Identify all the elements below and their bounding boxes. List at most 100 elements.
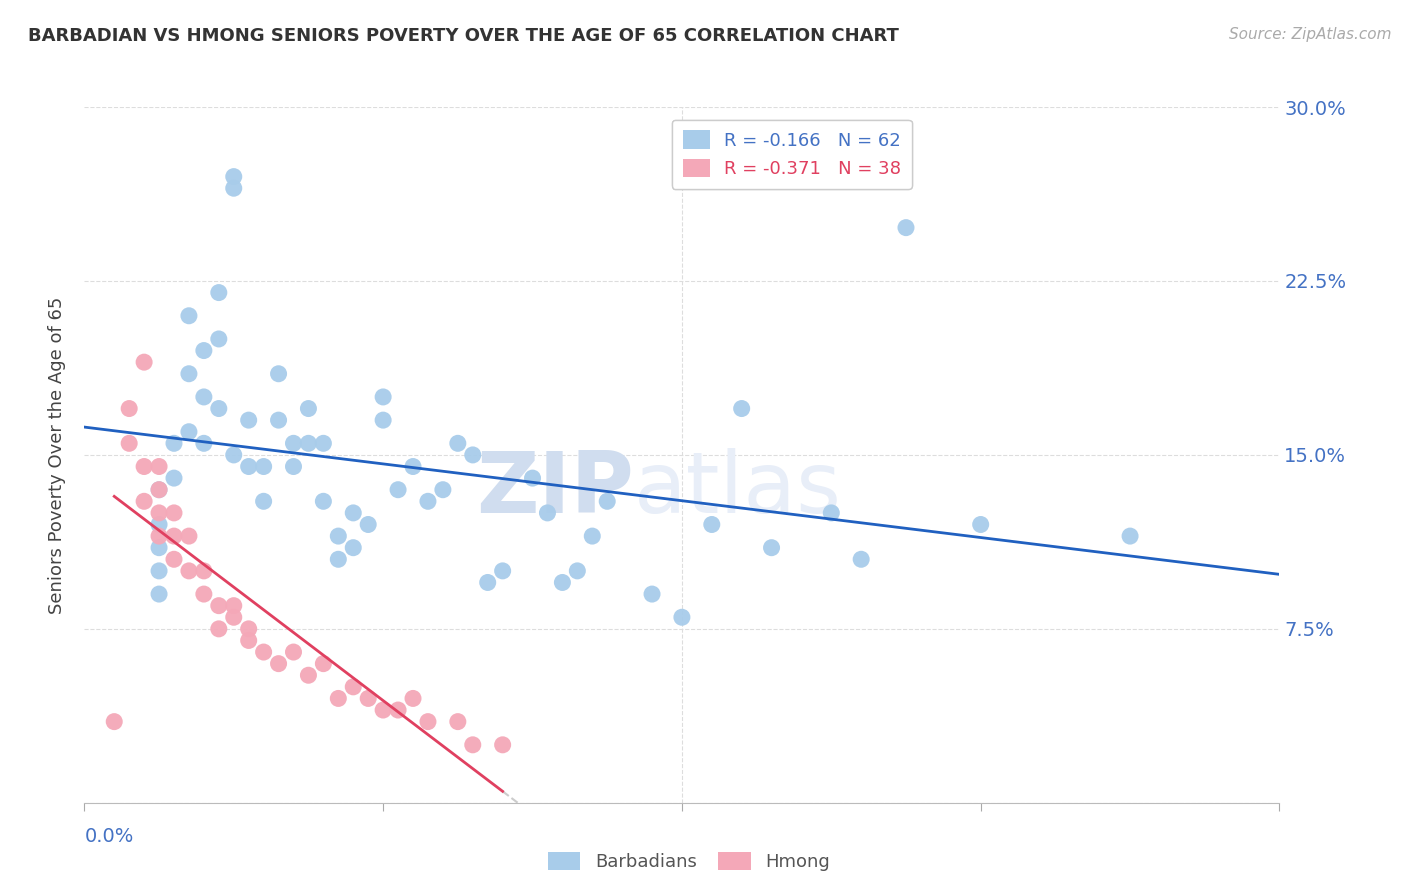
- Point: [208, 285, 231, 300]
- Point: [461, 738, 484, 752]
- Point: [596, 494, 619, 508]
- Point: [492, 738, 515, 752]
- Point: [253, 459, 276, 474]
- Point: [761, 541, 783, 555]
- Point: [118, 436, 141, 450]
- Point: [371, 413, 394, 427]
- Point: [253, 494, 276, 508]
- Point: [148, 483, 170, 497]
- Point: [148, 587, 170, 601]
- Point: [283, 645, 305, 659]
- Point: [132, 355, 156, 369]
- Legend: Barbadians, Hmong: Barbadians, Hmong: [541, 845, 837, 879]
- Point: [148, 506, 170, 520]
- Point: [177, 309, 200, 323]
- Point: [820, 506, 842, 520]
- Point: [193, 343, 215, 358]
- Point: [357, 691, 380, 706]
- Point: [283, 436, 305, 450]
- Text: Source: ZipAtlas.com: Source: ZipAtlas.com: [1229, 27, 1392, 42]
- Point: [177, 564, 200, 578]
- Text: 0.0%: 0.0%: [84, 827, 134, 847]
- Point: [132, 459, 156, 474]
- Point: [163, 552, 186, 566]
- Point: [387, 483, 409, 497]
- Point: [342, 541, 364, 555]
- Point: [969, 517, 991, 532]
- Point: [297, 436, 319, 450]
- Point: [193, 436, 215, 450]
- Point: [253, 645, 276, 659]
- Point: [328, 552, 350, 566]
- Point: [238, 459, 260, 474]
- Point: [283, 459, 305, 474]
- Point: [461, 448, 484, 462]
- Point: [581, 529, 603, 543]
- Point: [177, 367, 200, 381]
- Text: ZIP: ZIP: [477, 448, 634, 532]
- Point: [447, 714, 470, 729]
- Point: [163, 436, 186, 450]
- Point: [148, 541, 170, 555]
- Point: [208, 401, 231, 416]
- Point: [148, 517, 170, 532]
- Point: [551, 575, 574, 590]
- Point: [700, 517, 723, 532]
- Point: [222, 610, 245, 624]
- Point: [371, 703, 394, 717]
- Point: [148, 529, 170, 543]
- Point: [222, 599, 245, 613]
- Point: [371, 390, 394, 404]
- Point: [342, 680, 364, 694]
- Point: [328, 691, 350, 706]
- Point: [222, 169, 245, 184]
- Point: [208, 622, 231, 636]
- Point: [402, 459, 425, 474]
- Point: [132, 494, 156, 508]
- Point: [193, 390, 215, 404]
- Point: [312, 657, 335, 671]
- Point: [894, 220, 917, 235]
- Point: [641, 587, 664, 601]
- Point: [477, 575, 499, 590]
- Point: [416, 714, 439, 729]
- Point: [148, 564, 170, 578]
- Point: [522, 471, 544, 485]
- Point: [567, 564, 589, 578]
- Point: [118, 401, 141, 416]
- Point: [267, 657, 290, 671]
- Point: [432, 483, 454, 497]
- Point: [222, 448, 245, 462]
- Point: [387, 703, 409, 717]
- Text: BARBADIAN VS HMONG SENIORS POVERTY OVER THE AGE OF 65 CORRELATION CHART: BARBADIAN VS HMONG SENIORS POVERTY OVER …: [28, 27, 898, 45]
- Legend: R = -0.166   N = 62, R = -0.371   N = 38: R = -0.166 N = 62, R = -0.371 N = 38: [672, 120, 912, 189]
- Point: [208, 332, 231, 346]
- Point: [177, 529, 200, 543]
- Point: [267, 413, 290, 427]
- Point: [671, 610, 693, 624]
- Point: [148, 483, 170, 497]
- Point: [849, 552, 872, 566]
- Point: [163, 471, 186, 485]
- Point: [1119, 529, 1142, 543]
- Point: [238, 413, 260, 427]
- Point: [177, 425, 200, 439]
- Point: [148, 459, 170, 474]
- Point: [267, 367, 290, 381]
- Point: [193, 564, 215, 578]
- Point: [536, 506, 558, 520]
- Point: [312, 436, 335, 450]
- Point: [402, 691, 425, 706]
- Point: [222, 181, 245, 195]
- Point: [238, 633, 260, 648]
- Point: [312, 494, 335, 508]
- Y-axis label: Seniors Poverty Over the Age of 65: Seniors Poverty Over the Age of 65: [48, 296, 66, 614]
- Point: [163, 506, 186, 520]
- Point: [193, 587, 215, 601]
- Point: [447, 436, 470, 450]
- Point: [208, 599, 231, 613]
- Point: [297, 401, 319, 416]
- Point: [342, 506, 364, 520]
- Text: atlas: atlas: [634, 448, 842, 532]
- Point: [163, 529, 186, 543]
